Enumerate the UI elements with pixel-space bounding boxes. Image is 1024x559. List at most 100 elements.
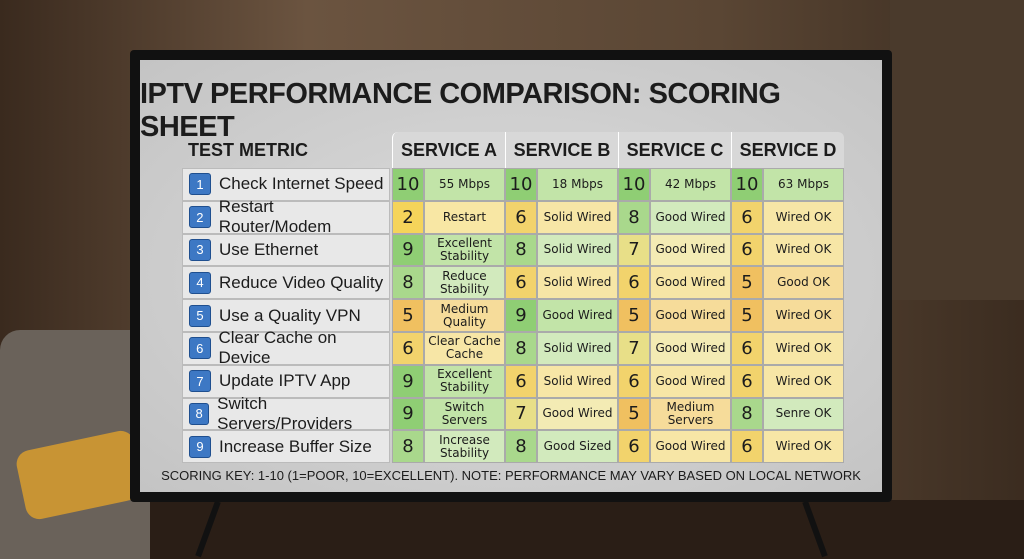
score: 8: [618, 200, 650, 234]
metric-cell: 4 Reduce Video Quality: [182, 266, 390, 300]
score: 9: [505, 299, 537, 332]
score: 10: [392, 168, 424, 201]
score: 5: [618, 299, 650, 332]
note: Good Wired: [650, 200, 731, 234]
score: 8: [505, 332, 537, 365]
score: 10: [505, 168, 537, 201]
score: 8: [392, 266, 424, 300]
row-number: 9: [189, 435, 211, 458]
note: Solid Wired: [537, 266, 618, 300]
score: 6: [618, 266, 650, 300]
note: Medium Quality: [424, 299, 505, 332]
metric-cell: 2 Restart Router/Modem: [182, 197, 390, 236]
note: Wired OK: [763, 364, 844, 398]
column-header: SERVICE A: [392, 132, 505, 168]
row-number: 2: [189, 206, 211, 229]
note: Good Wired: [537, 299, 618, 332]
title: IPTV PERFORMANCE COMPARISON: SCORING SHE…: [140, 78, 781, 143]
note: Wired OK: [763, 299, 844, 332]
score: 7: [505, 397, 537, 431]
score: 9: [392, 233, 424, 267]
metric-cell: 8 Switch Servers/Providers: [182, 394, 390, 433]
metric-cell: 9 Increase Buffer Size: [182, 430, 390, 464]
note: Medium Servers: [650, 397, 731, 431]
score: 9: [392, 364, 424, 398]
metric-label: Switch Servers/Providers: [217, 394, 353, 433]
score: 5: [731, 266, 763, 300]
score: 6: [731, 332, 763, 365]
note: Good Wired: [650, 364, 731, 398]
note: Solid Wired: [537, 233, 618, 267]
metric-label: Use Ethernet: [219, 239, 319, 259]
score: 6: [618, 430, 650, 464]
note: Good Sized: [537, 430, 618, 464]
score: 6: [731, 364, 763, 398]
column-header: SERVICE B: [505, 132, 618, 168]
column-header: SERVICE D: [731, 132, 844, 168]
note: 55 Mbps: [424, 168, 505, 201]
metric-cell: 6 Clear Cache on Device: [182, 328, 390, 367]
footer: SCORING KEY: 1-10 (1=POOR, 10=EXCELLENT)…: [161, 468, 861, 483]
metric-cell: 3 Use Ethernet: [182, 233, 390, 267]
score: 6: [392, 332, 424, 365]
row-number: 6: [189, 337, 211, 360]
note: Wired OK: [763, 233, 844, 267]
row-number: 5: [189, 304, 211, 327]
note: Increase Stability: [424, 430, 505, 464]
note: 18 Mbps: [537, 168, 618, 201]
note: Good Wired: [650, 430, 731, 464]
score: 6: [505, 200, 537, 234]
score: 5: [731, 299, 763, 332]
note: Good Wired: [650, 332, 731, 365]
note: Good Wired: [537, 397, 618, 431]
row-number: 1: [189, 173, 211, 196]
column-header: SERVICE C: [618, 132, 731, 168]
score: 7: [618, 332, 650, 365]
score: 6: [731, 200, 763, 234]
score: 5: [618, 397, 650, 431]
note: Solid Wired: [537, 364, 618, 398]
row-number: 3: [189, 238, 211, 261]
note: Wired OK: [763, 332, 844, 365]
note: Solid Wired: [537, 200, 618, 234]
note: Good Wired: [650, 233, 731, 267]
column-header: TEST METRIC: [188, 139, 308, 160]
score: 8: [505, 430, 537, 464]
score: 10: [731, 168, 763, 201]
metric-label: Clear Cache on Device: [218, 328, 337, 368]
row-number: 7: [189, 370, 211, 393]
score: 6: [731, 430, 763, 464]
row-number: 8: [189, 402, 210, 425]
note: Good OK: [763, 266, 844, 300]
floor: [0, 500, 1024, 559]
score: 8: [731, 397, 763, 431]
row-number: 4: [189, 271, 211, 294]
score: 10: [618, 168, 650, 201]
score: 9: [392, 397, 424, 431]
note: Clear Cache Cache: [424, 332, 505, 365]
note: Senre OK: [763, 397, 844, 431]
score: 6: [505, 266, 537, 300]
note: Excellent Stability: [424, 233, 505, 267]
metric-label: Update IPTV App: [219, 371, 351, 391]
note: Wired OK: [763, 430, 844, 464]
note: 42 Mbps: [650, 168, 731, 201]
metric-label: Reduce Video Quality: [219, 272, 384, 292]
score: 8: [505, 233, 537, 267]
shelf: [890, 0, 1024, 300]
score: 6: [618, 364, 650, 398]
metric-cell: 1 Check Internet Speed: [182, 168, 390, 201]
note: Reduce Stability: [424, 266, 505, 300]
metric-label: Increase Buffer Size: [219, 436, 372, 456]
score: 5: [392, 299, 424, 332]
metric-cell: 7 Update IPTV App: [182, 364, 390, 398]
metric-label: Use a Quality VPN: [219, 305, 361, 325]
metric-label: Check Internet Speed: [219, 174, 384, 194]
note: Solid Wired: [537, 332, 618, 365]
score: 6: [731, 233, 763, 267]
metric-cell: 5 Use a Quality VPN: [182, 299, 390, 332]
note: Excellent Stability: [424, 364, 505, 398]
note: Good Wired: [650, 266, 731, 300]
note: Wired OK: [763, 200, 844, 234]
score: 7: [618, 233, 650, 267]
